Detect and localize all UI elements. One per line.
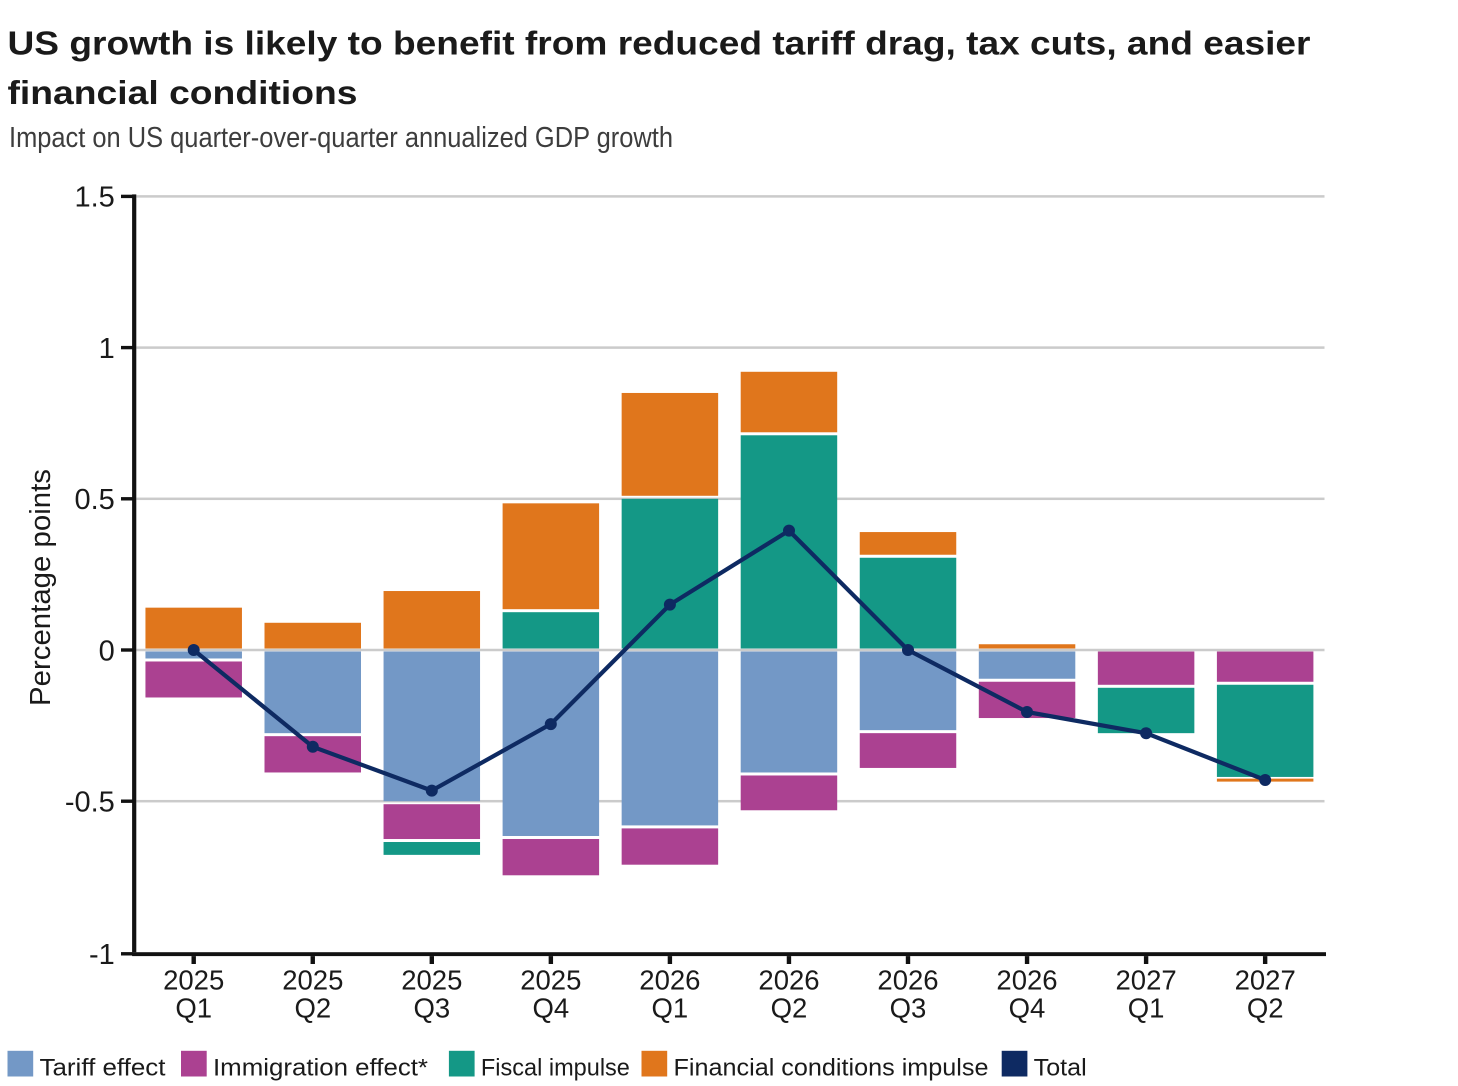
svg-text:-0.5: -0.5 xyxy=(65,787,115,819)
svg-text:Q4: Q4 xyxy=(1009,992,1046,1023)
svg-text:2026: 2026 xyxy=(996,965,1057,996)
svg-text:2027: 2027 xyxy=(1235,965,1296,996)
svg-text:Q1: Q1 xyxy=(175,992,212,1023)
svg-text:Total: Total xyxy=(1034,1054,1087,1081)
svg-text:2025: 2025 xyxy=(520,965,581,996)
svg-text:Q2: Q2 xyxy=(1247,992,1284,1023)
svg-text:Tariff effect: Tariff effect xyxy=(40,1054,166,1081)
svg-text:financial conditions: financial conditions xyxy=(8,75,358,112)
svg-text:1.5: 1.5 xyxy=(74,182,114,214)
svg-text:2026: 2026 xyxy=(877,965,938,996)
svg-text:-1: -1 xyxy=(89,939,115,971)
svg-text:Percentage points: Percentage points xyxy=(25,469,57,706)
svg-text:2025: 2025 xyxy=(163,965,224,996)
svg-text:Q2: Q2 xyxy=(294,992,331,1023)
svg-text:0: 0 xyxy=(99,635,115,667)
svg-text:US growth is likely to benefit: US growth is likely to benefit from redu… xyxy=(8,26,1311,63)
svg-text:Q1: Q1 xyxy=(1128,992,1165,1023)
svg-text:2027: 2027 xyxy=(1116,965,1177,996)
svg-text:Q3: Q3 xyxy=(890,992,927,1023)
svg-text:Q4: Q4 xyxy=(532,992,569,1023)
svg-text:2026: 2026 xyxy=(758,965,819,996)
svg-text:Financial conditions impulse: Financial conditions impulse xyxy=(674,1054,989,1081)
svg-text:0.5: 0.5 xyxy=(74,484,114,516)
svg-text:2025: 2025 xyxy=(401,965,462,996)
svg-text:2025: 2025 xyxy=(282,965,343,996)
svg-text:Fiscal impulse: Fiscal impulse xyxy=(481,1054,630,1081)
svg-text:Q2: Q2 xyxy=(771,992,808,1023)
svg-text:1: 1 xyxy=(99,333,115,365)
svg-text:2026: 2026 xyxy=(639,965,700,996)
svg-text:Q1: Q1 xyxy=(652,992,689,1023)
svg-text:Impact on US quarter-over-quar: Impact on US quarter-over-quarter annual… xyxy=(9,122,673,154)
svg-text:Q3: Q3 xyxy=(413,992,450,1023)
svg-text:Immigration effect*: Immigration effect* xyxy=(213,1054,428,1081)
